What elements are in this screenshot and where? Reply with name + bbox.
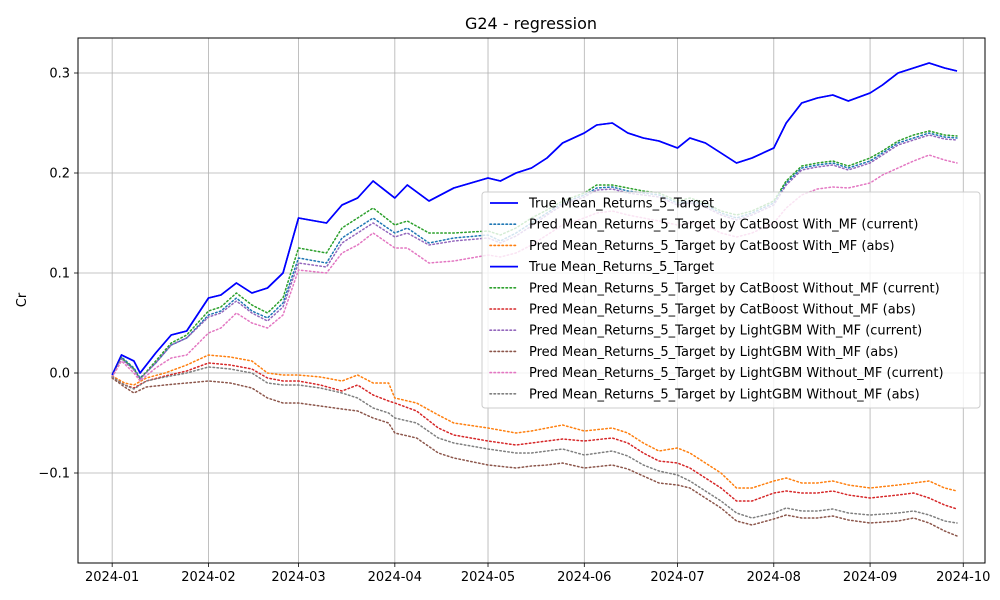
y-tick-label: 0.1	[49, 267, 70, 282]
legend-label: Pred Mean_Returns_5_Target by CatBoost W…	[529, 218, 918, 233]
y-tick-label: −0.1	[38, 467, 70, 482]
x-tick-label: 2024-07	[650, 570, 704, 585]
y-axis-ticks: −0.1 0.0 0.1 0.2 0.3	[38, 67, 78, 482]
legend-label: True Mean_Returns_5_Target	[528, 197, 714, 212]
x-tick-label: 2024-02	[181, 570, 235, 585]
legend-label: Pred Mean_Returns_5_Target by LightGBM W…	[529, 345, 898, 360]
plot-frame	[77, 37, 986, 564]
chart-title: G24 - regression	[465, 14, 597, 33]
x-tick-label: 2024-06	[557, 570, 611, 585]
legend-label: Pred Mean_Returns_5_Target by LightGBM W…	[529, 366, 944, 381]
x-tick-label: 2024-04	[368, 570, 422, 585]
series-line-3	[111, 62, 958, 376]
x-tick-label: 2024-08	[747, 570, 801, 585]
x-tick-label: 2024-03	[271, 570, 325, 585]
legend-label: Pred Mean_Returns_5_Target by CatBoost W…	[529, 281, 940, 296]
x-tick-label: 2024-10	[936, 570, 990, 585]
legend-label: Pred Mean_Returns_5_Target by CatBoost W…	[529, 303, 916, 318]
y-tick-label: 0.2	[49, 167, 70, 182]
legend-label: Pred Mean_Returns_5_Target by LightGBM W…	[529, 324, 922, 339]
x-tick-label: 2024-01	[85, 570, 139, 585]
y-axis-label: Cr	[15, 292, 30, 307]
x-axis-ticks: 2024-01 2024-02 2024-03 2024-04 2024-05 2024-…	[85, 563, 990, 585]
legend-label: True Mean_Returns_5_Target	[528, 260, 714, 275]
legend-label: Pred Mean_Returns_5_Target by CatBoost W…	[529, 239, 895, 254]
y-tick-label: 0.0	[49, 367, 70, 382]
legend-label: Pred Mean_Returns_5_Target by LightGBM W…	[529, 387, 920, 402]
series-line-9	[111, 366, 958, 524]
y-tick-label: 0.3	[49, 67, 70, 82]
series-lines	[111, 62, 958, 537]
series-line-2	[111, 354, 958, 492]
series-line-5	[111, 362, 958, 510]
x-tick-label: 2024-05	[461, 570, 515, 585]
x-tick-label: 2024-09	[843, 570, 897, 585]
legend-box	[481, 191, 981, 409]
series-line-7	[111, 377, 958, 537]
legend: True Mean_Returns_5_Target Pred Mean_Retu…	[481, 191, 981, 409]
